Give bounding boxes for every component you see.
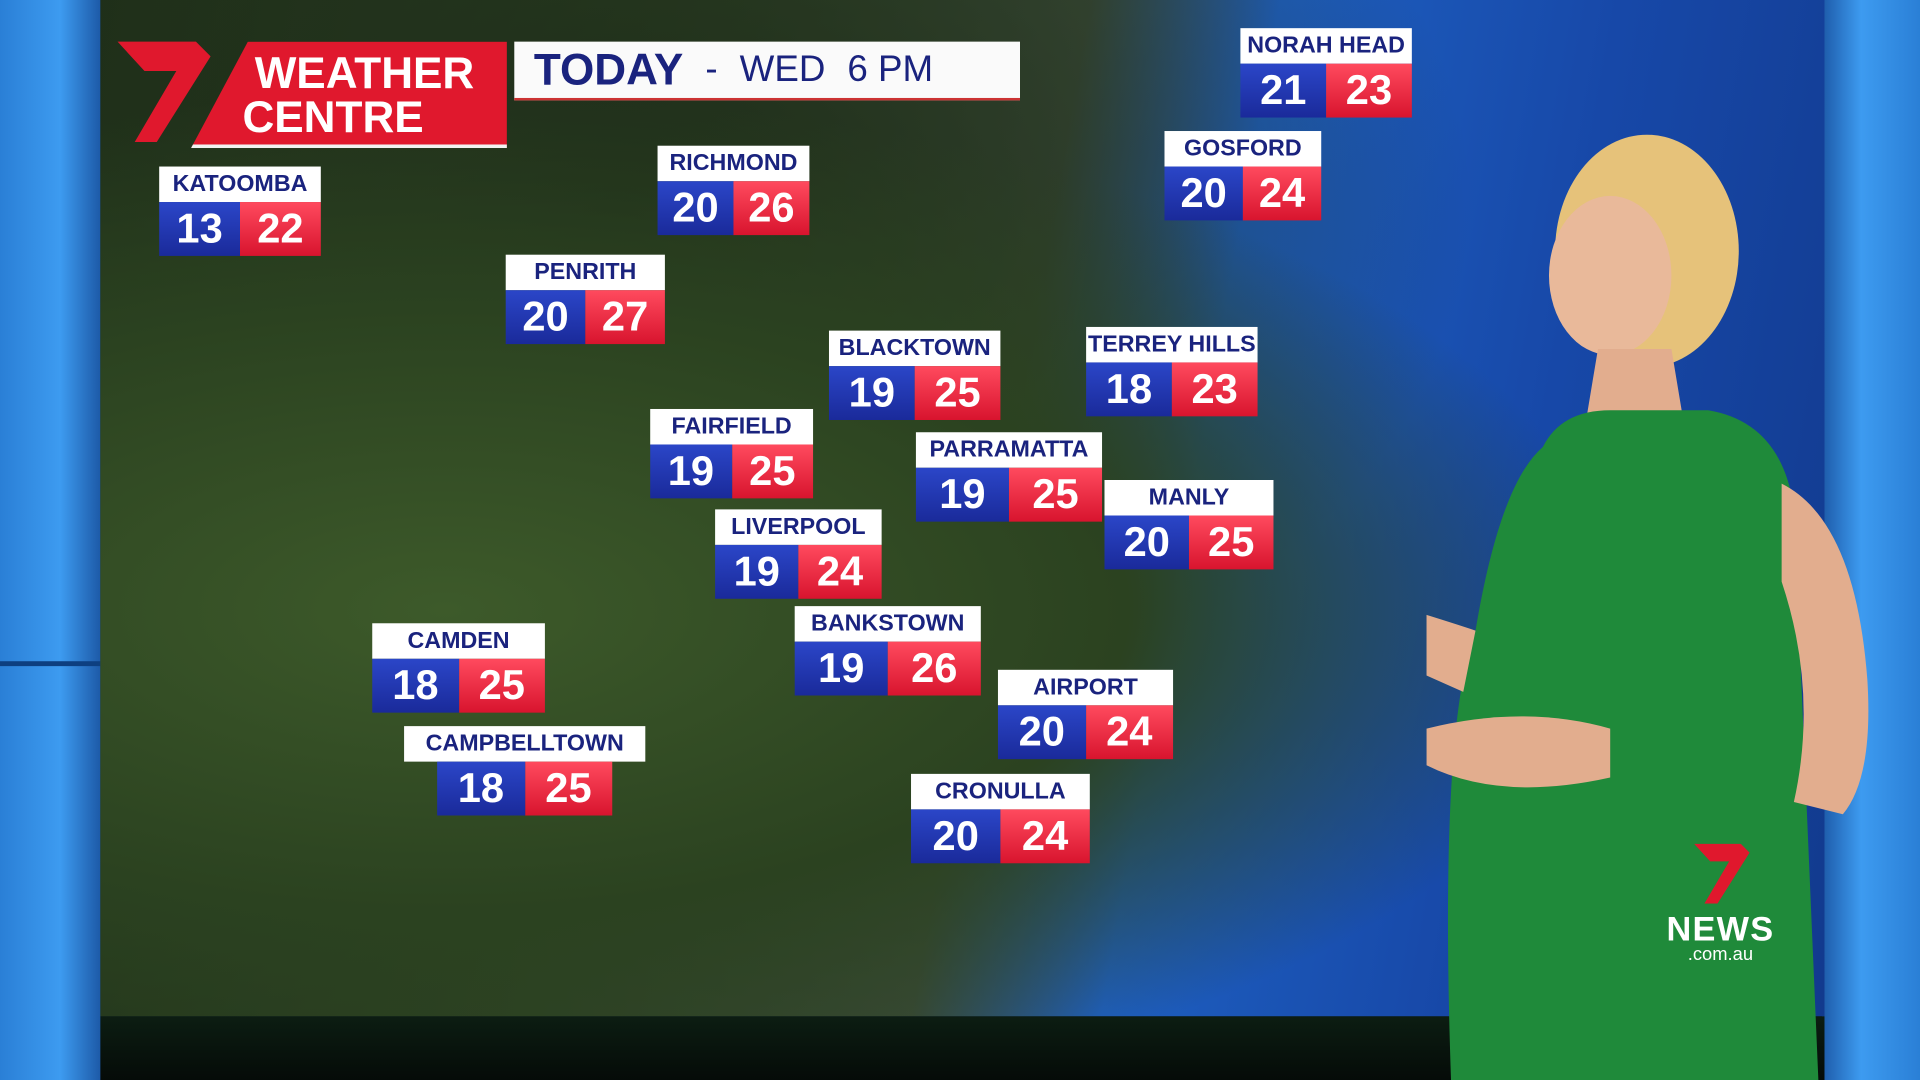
watermark-domain: .com.au: [1687, 944, 1754, 965]
location-name: KATOOMBA: [159, 166, 321, 203]
location-card: RICHMOND 20 26: [657, 145, 810, 236]
max-temp: 24: [1242, 166, 1322, 221]
temperature-row: 19 24: [715, 544, 882, 599]
studio-wall-right: [1822, 0, 1920, 1080]
max-temp: 27: [585, 290, 665, 345]
temperature-row: 20 24: [997, 705, 1174, 760]
brand-line1: WEATHER: [254, 47, 475, 98]
max-temp: 23: [1171, 362, 1258, 417]
min-temp: 20: [505, 290, 586, 345]
min-temp: 20: [1164, 166, 1243, 221]
temperature-row: 13 22: [159, 202, 321, 256]
temperature-row: 19 25: [915, 467, 1103, 522]
temperature-row: 19 26: [794, 641, 981, 696]
location-card: BANKSTOWN 19 26: [794, 606, 981, 696]
location-card: AIRPORT 20 24: [997, 669, 1174, 760]
location-name: AIRPORT: [997, 669, 1174, 706]
max-temp: 25: [1188, 515, 1274, 570]
location-name: PARRAMATTA: [915, 432, 1103, 468]
temperature-row: 20 26: [657, 181, 810, 236]
min-temp: 20: [997, 705, 1086, 760]
location-card: FAIRFIELD 19 25: [650, 408, 814, 499]
max-temp: 24: [1085, 705, 1174, 760]
max-temp: 23: [1326, 63, 1412, 118]
location-card: CAMDEN 18 25: [372, 623, 545, 713]
max-temp: 25: [458, 658, 545, 713]
max-temp: 26: [887, 641, 981, 696]
min-temp: 19: [715, 544, 799, 599]
max-temp: 24: [798, 544, 882, 599]
location-card: MANLY 20 25: [1104, 480, 1274, 570]
max-temp: 25: [1008, 467, 1103, 522]
weather-centre-banner: WEATHER CENTRE: [191, 41, 507, 149]
max-temp: 25: [731, 444, 814, 499]
max-temp: 22: [240, 202, 321, 256]
forecast-day: WED: [739, 48, 826, 90]
temperature-row: 18 23: [1086, 362, 1258, 417]
7news-watermark: NEWS .com.au: [1647, 842, 1794, 965]
location-name: MANLY: [1104, 480, 1274, 516]
min-temp: 20: [1104, 515, 1189, 570]
min-temp: 19: [915, 467, 1009, 522]
temperature-row: 20 27: [505, 290, 665, 345]
min-temp: 19: [828, 366, 915, 421]
location-card: PENRITH 20 27: [505, 254, 665, 345]
min-temp: 18: [1086, 362, 1172, 417]
separator: -: [705, 48, 718, 90]
location-name: CAMPBELLTOWN: [404, 726, 646, 762]
watermark-brand: NEWS: [1666, 909, 1775, 948]
forecast-time: 6 PM: [847, 48, 934, 90]
temperature-row: 20 24: [911, 809, 1090, 864]
location-card: CRONULLA 20 24: [911, 773, 1090, 864]
location-name: GOSFORD: [1164, 131, 1322, 167]
min-temp: 21: [1240, 63, 1327, 118]
min-temp: 19: [794, 641, 888, 696]
min-temp: 13: [159, 202, 241, 256]
location-name: CRONULLA: [911, 773, 1090, 810]
min-temp: 20: [657, 181, 734, 236]
location-card: GOSFORD 20 24: [1164, 131, 1322, 221]
temperature-row: 20 25: [1104, 515, 1274, 570]
max-temp: 24: [1000, 809, 1090, 864]
temperature-row: 19 25: [828, 366, 1001, 421]
seven-logo-icon: [1694, 843, 1750, 904]
min-temp: 19: [650, 444, 732, 499]
location-name: PENRITH: [505, 254, 665, 291]
location-name: FAIRFIELD: [650, 408, 814, 445]
temperature-row: 20 24: [1164, 166, 1322, 221]
temperature-row: 21 23: [1240, 63, 1412, 118]
seven-logo-icon: [117, 41, 211, 143]
presenter: [1426, 134, 1869, 1080]
location-card: BLACKTOWN 19 25: [828, 330, 1001, 421]
min-temp: 18: [437, 761, 525, 816]
location-name: RICHMOND: [657, 145, 810, 182]
location-name: BLACKTOWN: [828, 330, 1001, 367]
temperature-row: 19 25: [650, 444, 814, 499]
temperature-row: 18 25: [437, 761, 613, 816]
forecast-title-bar: TODAY - WED 6 PM: [514, 41, 1021, 101]
min-temp: 20: [911, 809, 1001, 864]
location-card: PARRAMATTA 19 25: [915, 432, 1103, 522]
temperature-row: 18 25: [372, 658, 545, 713]
max-temp: 25: [914, 366, 1001, 421]
brand-line2: CENTRE: [242, 91, 424, 143]
location-name: TERREY HILLS: [1086, 326, 1258, 363]
location-card: KATOOMBA 13 22: [159, 166, 321, 256]
location-name: LIVERPOOL: [715, 509, 882, 545]
location-card: CAMPBELLTOWN 18 25: [404, 726, 646, 816]
location-card: TERREY HILLS 18 23: [1086, 326, 1258, 417]
min-temp: 18: [372, 658, 459, 713]
studio-wall-left: [0, 0, 101, 1080]
location-name: CAMDEN: [372, 623, 545, 659]
location-card: LIVERPOOL 19 24: [715, 509, 882, 599]
location-name: BANKSTOWN: [794, 606, 981, 642]
location-card: NORAH HEAD 21 23: [1240, 28, 1412, 118]
max-temp: 26: [733, 181, 810, 236]
forecast-title: TODAY: [533, 44, 684, 95]
location-name: NORAH HEAD: [1240, 28, 1412, 64]
max-temp: 25: [524, 761, 613, 816]
